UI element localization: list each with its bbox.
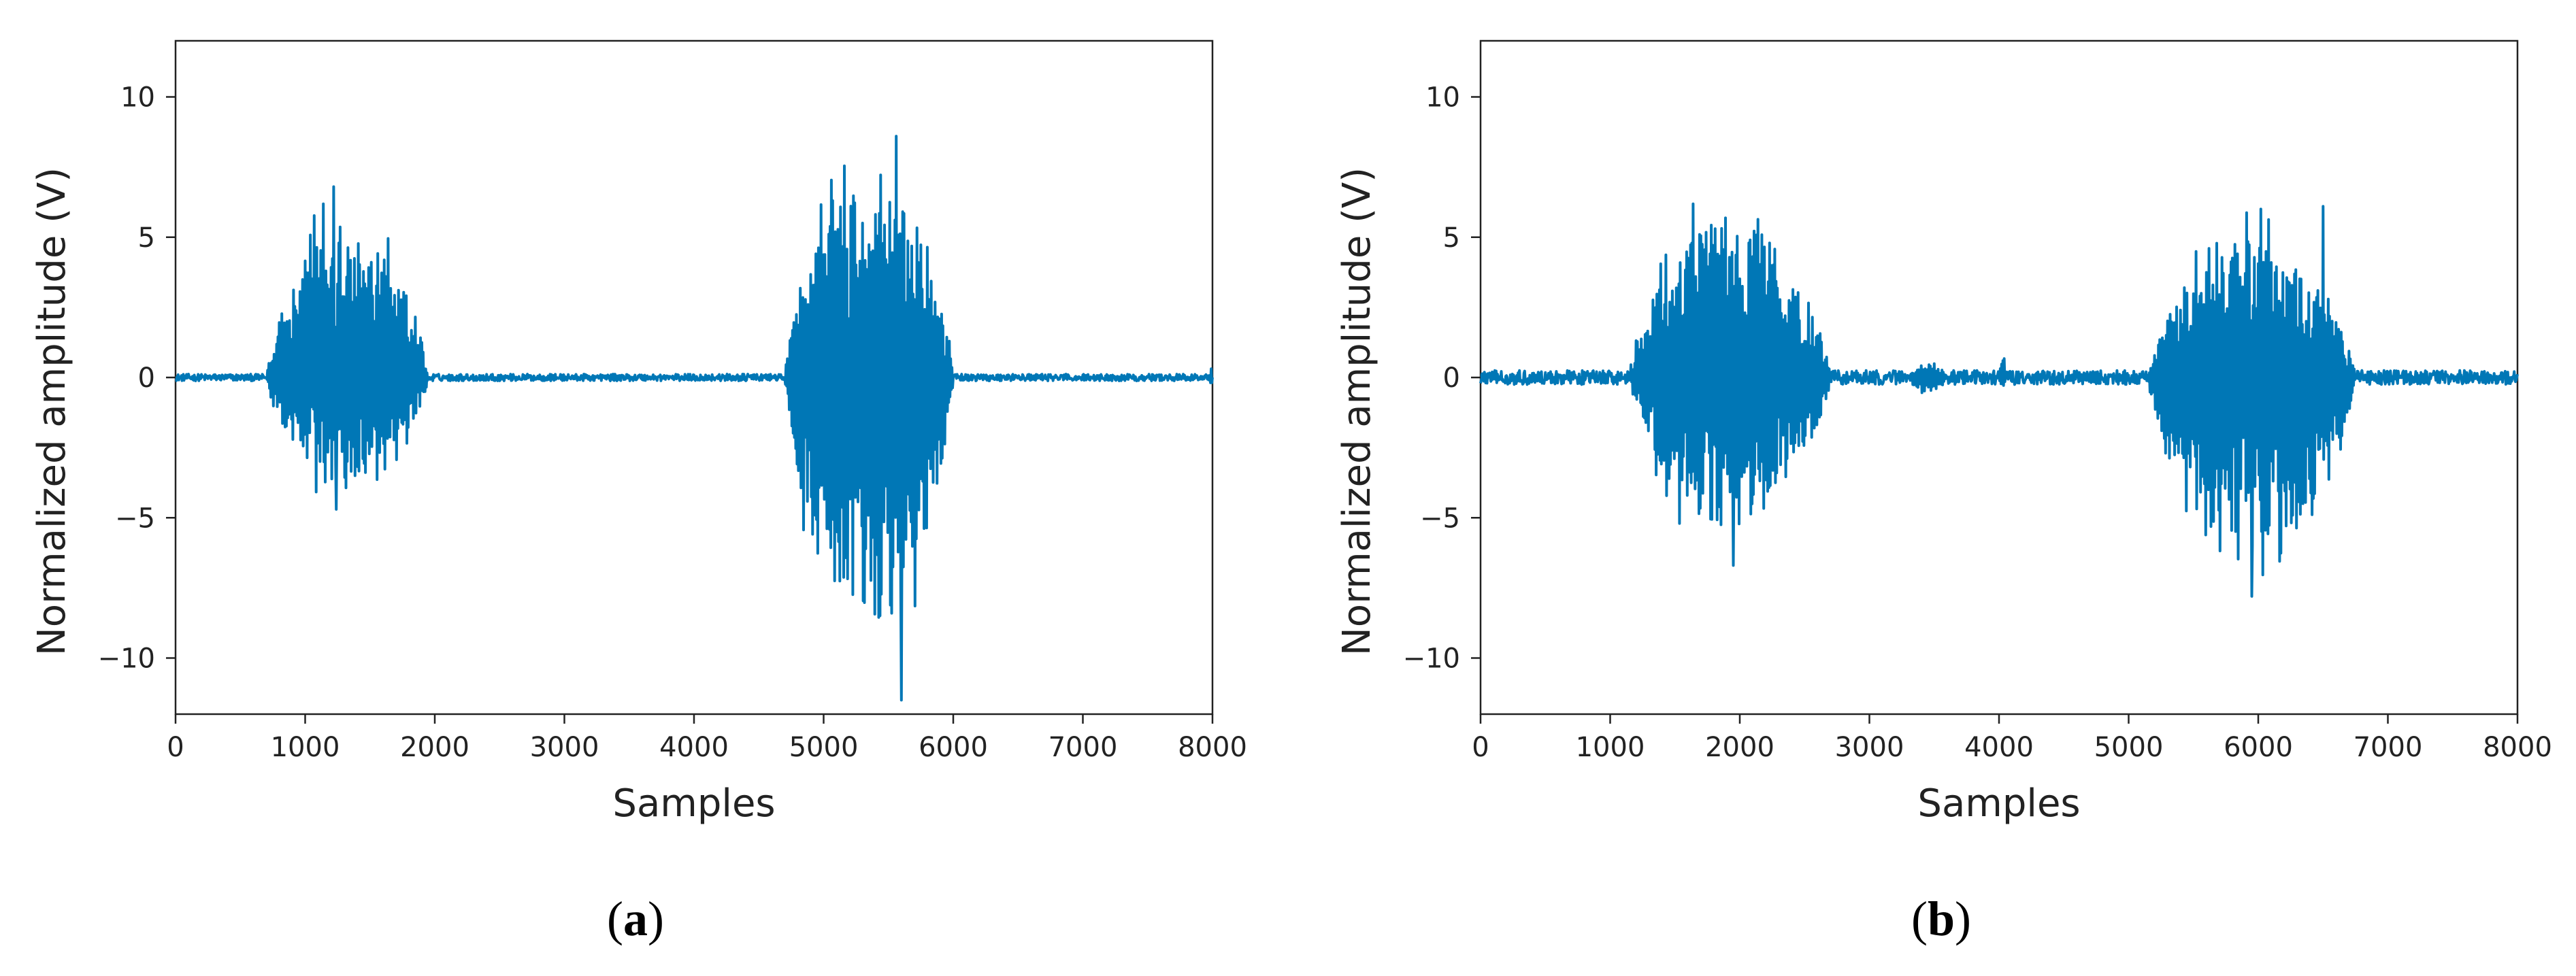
panel-b-xtick-label: 2000: [1705, 732, 1774, 763]
panel-a-xtick-label: 2000: [400, 732, 469, 763]
panel-a: Normalized amplitude (V) Samples 0 1000 20…: [30, 39, 1247, 946]
panel-a-ytick-label: −10: [98, 643, 155, 675]
panel-b-xlabel: Samples: [1917, 781, 2080, 826]
panel-a-plot: 0 1000 2000 3000 4000 5000 6000 7000 8000 −10 −5 0 5…: [98, 39, 1247, 763]
panel-a-caption-open: (: [607, 892, 623, 946]
panel-a-ytick-label: 0: [138, 363, 155, 394]
panel-a-xtick-label: 1000: [271, 732, 340, 763]
panel-a-ylabel: Normalized amplitude (V): [30, 167, 74, 656]
panel-a-ytick-label: 5: [138, 222, 155, 254]
panel-a-xtick-label: 0: [167, 732, 184, 763]
panel-b-xtick-label: 8000: [2483, 732, 2552, 763]
panel-b-caption-close: ): [1955, 892, 1971, 946]
panel-a-xtick-label: 6000: [919, 732, 988, 763]
panel-a-signal-trace: [175, 135, 1214, 702]
panel-a-caption-letter: a: [623, 892, 648, 946]
panel-b: Normalized amplitude (V) Samples 0 1000 20…: [1335, 39, 2552, 946]
panel-b-xtick-label: 0: [1472, 732, 1489, 763]
panel-a-ytick-label: 10: [120, 82, 155, 114]
panel-a-xtick-label: 3000: [530, 732, 599, 763]
panel-a-caption-close: ): [648, 892, 664, 946]
panel-a-xtick-label: 7000: [1048, 732, 1118, 763]
panel-b-caption-letter: b: [1928, 892, 1955, 946]
panel-b-caption-open: (: [1911, 892, 1928, 946]
panel-b-ytick-label: −10: [1403, 643, 1460, 675]
panel-a-xtick-label: 8000: [1178, 732, 1247, 763]
panel-a-ytick-label: −5: [115, 503, 155, 534]
panel-b-xtick-label: 5000: [2094, 732, 2164, 763]
panel-b-xtick-label: 6000: [2224, 732, 2293, 763]
panel-a-xtick-label: 4000: [659, 732, 729, 763]
panel-b-xtick-label: 3000: [1835, 732, 1904, 763]
panel-b-xtick-label: 1000: [1576, 732, 1645, 763]
panel-b-xtick-label: 7000: [2354, 732, 2423, 763]
panel-b-ylabel: Normalized amplitude (V): [1335, 167, 1379, 656]
panel-b-ytick-label: −5: [1420, 503, 1460, 534]
panel-b-ytick-label: 5: [1443, 222, 1460, 254]
panel-b-ytick-label: 10: [1425, 82, 1460, 114]
panel-b-plot: 0 1000 2000 3000 4000 5000 6000 7000 8000 −10 −5 0 5…: [1403, 39, 2552, 763]
panel-b-signal-trace: [1479, 202, 2519, 598]
panel-b-xtick-label: 4000: [1964, 732, 2034, 763]
panel-a-caption: (a): [607, 892, 664, 946]
panel-b-ytick-label: 0: [1443, 363, 1460, 394]
panel-a-xtick-label: 5000: [789, 732, 859, 763]
panel-b-caption: (b): [1911, 892, 1971, 946]
panel-a-xlabel: Samples: [612, 781, 775, 826]
